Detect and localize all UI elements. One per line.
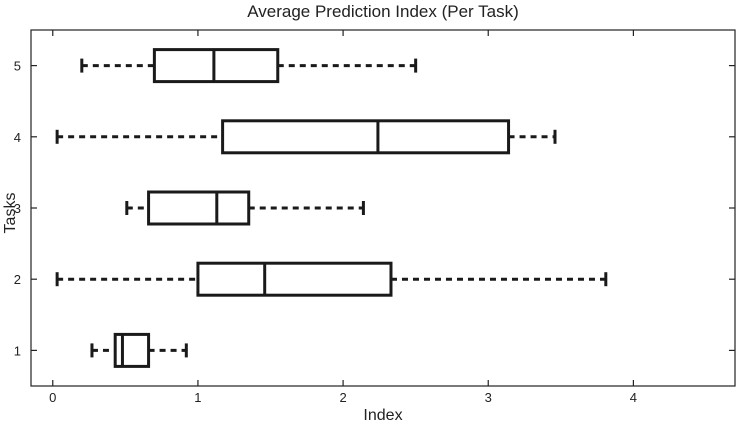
- chart-title: Average Prediction Index (Per Task): [247, 2, 519, 21]
- x-tick-label: 4: [630, 390, 637, 405]
- x-tick-label: 0: [49, 390, 56, 405]
- plot-frame: [30, 29, 736, 387]
- y-tick-label: 1: [14, 343, 21, 358]
- y-tick-label: 3: [14, 201, 21, 216]
- chart-marks: 0 1 2 3 4 1 2 3 4 5: [14, 30, 735, 405]
- x-tick-label: 2: [339, 390, 346, 405]
- y-tick-label: 4: [14, 130, 21, 145]
- x-tick-label: 3: [485, 390, 492, 405]
- y-tick-label: 2: [14, 272, 21, 287]
- x-axis-label: Index: [363, 407, 402, 424]
- box-task-3: [147, 190, 251, 226]
- box-task-2: [196, 261, 393, 297]
- y-axis-label: Tasks: [2, 193, 19, 234]
- x-tick-label: 1: [194, 390, 201, 405]
- box-task-5: [152, 48, 280, 84]
- box-task-4: [221, 119, 511, 155]
- y-tick-label: 5: [14, 59, 21, 74]
- box-task-1: [113, 332, 151, 368]
